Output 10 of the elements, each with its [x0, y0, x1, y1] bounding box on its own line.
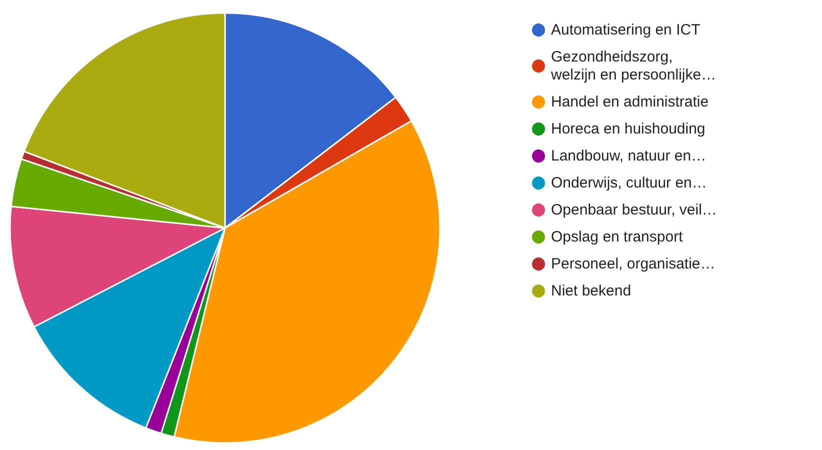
legend-label: Gezondheidszorg, welzijn en persoonlijke…	[550, 48, 716, 84]
legend-label: Automatisering en ICT	[551, 22, 700, 38]
legend-label: Landbouw, natuur en…	[551, 148, 706, 164]
legend-label: Horeca en huishouding	[551, 120, 706, 138]
legend-label: Handel en administratie	[551, 94, 709, 110]
legend-label: Openbaar bestuur, veil…	[551, 202, 717, 218]
legend-label: Niet bekend	[551, 282, 632, 300]
legend-label: Opslag en transport	[551, 228, 684, 246]
legend-label: Onderwijs, cultuur en…	[551, 174, 707, 192]
legend-label: Personeel, organisatie…	[551, 256, 716, 272]
